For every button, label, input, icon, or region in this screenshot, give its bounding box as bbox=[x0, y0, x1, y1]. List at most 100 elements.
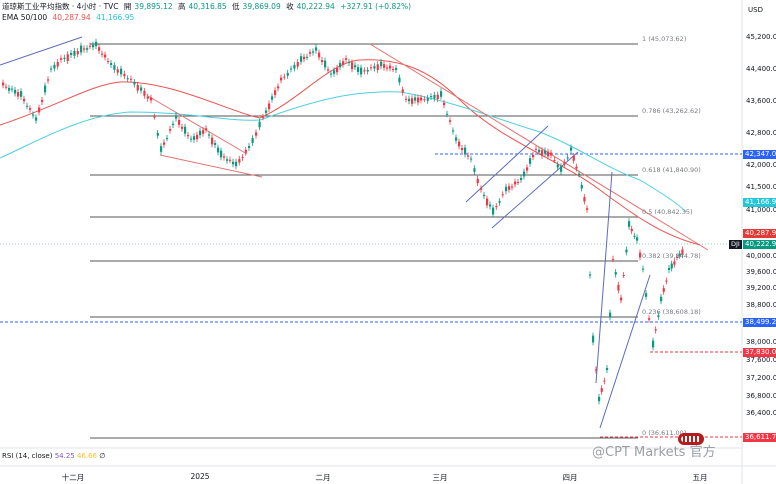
price-tick-label: 37,600.00 bbox=[746, 356, 776, 364]
candle-body bbox=[146, 96, 149, 99]
candle-body bbox=[486, 198, 489, 206]
candle-body bbox=[35, 117, 38, 121]
candle-body bbox=[238, 158, 241, 163]
candle-body bbox=[670, 263, 673, 269]
candle-body bbox=[190, 138, 193, 140]
candle-body bbox=[351, 62, 354, 70]
candle-body bbox=[489, 204, 492, 207]
price-tick-label: 41,000.00 bbox=[746, 206, 776, 214]
high-label: 高 bbox=[177, 2, 186, 11]
candle-body bbox=[529, 158, 532, 164]
candle-body bbox=[14, 89, 17, 94]
candle-body bbox=[348, 61, 351, 63]
candle-body bbox=[184, 126, 187, 134]
candle-body bbox=[517, 182, 520, 183]
candle-body bbox=[480, 188, 483, 190]
rsi-legend[interactable]: RSI (14, close) 54.25 46.66 ∅ bbox=[2, 452, 105, 460]
candle-body bbox=[160, 146, 163, 152]
candle-body bbox=[578, 173, 581, 175]
candle-body bbox=[633, 235, 636, 237]
candle-body bbox=[603, 380, 606, 382]
candle-body bbox=[175, 115, 178, 119]
ema-legend[interactable]: EMA 50/100 40,287.94 41,166.95 bbox=[2, 13, 137, 23]
candle-body bbox=[123, 73, 126, 77]
candle-body bbox=[133, 82, 136, 85]
candle-body bbox=[645, 293, 648, 297]
candle-body bbox=[265, 110, 268, 113]
candle-body bbox=[63, 57, 66, 59]
time-tick-label: 四月 bbox=[562, 473, 578, 482]
time-tick-label: 五月 bbox=[692, 473, 708, 482]
rsi-hidden-icon[interactable]: ∅ bbox=[99, 452, 106, 460]
candle-body bbox=[464, 147, 467, 155]
candle-body bbox=[271, 96, 274, 100]
candle-body bbox=[38, 107, 41, 113]
candle-body bbox=[583, 197, 586, 202]
candle-body bbox=[330, 73, 333, 75]
candle-body bbox=[56, 62, 59, 67]
candle-body bbox=[580, 184, 583, 189]
price-tick-label: 43,600.00 bbox=[746, 97, 776, 105]
candle-body bbox=[508, 186, 511, 190]
candle-body bbox=[136, 84, 139, 91]
candle-body bbox=[595, 369, 598, 371]
candle-body bbox=[452, 130, 455, 132]
candle-body bbox=[420, 97, 423, 101]
candle-body bbox=[612, 258, 615, 260]
candle-body bbox=[2, 82, 5, 86]
candle-body bbox=[296, 62, 299, 67]
ema100-line bbox=[0, 91, 687, 213]
price-badge: 40,222.94 bbox=[743, 240, 776, 249]
candle-body bbox=[248, 146, 251, 148]
candle-body bbox=[244, 149, 247, 153]
candle-body bbox=[32, 114, 35, 116]
candle-body bbox=[630, 228, 633, 232]
candle-body bbox=[405, 98, 408, 100]
candle-body bbox=[107, 61, 110, 62]
candle-body bbox=[657, 315, 660, 317]
candle-body bbox=[290, 68, 293, 70]
fib-level-label: 1 (45,073.62) bbox=[642, 35, 687, 43]
symbol-title[interactable]: 道琼斯工业平均指数 · 4小时 · TVC bbox=[2, 2, 119, 11]
time-tick-label: 二月 bbox=[315, 473, 331, 482]
price-badge: 37,830.00 bbox=[743, 348, 776, 357]
candle-body bbox=[600, 388, 603, 392]
candle-body bbox=[443, 102, 446, 106]
candle-body bbox=[665, 280, 668, 282]
price-tick-label: 44,400.00 bbox=[746, 65, 776, 73]
price-tick-label: 39,200.00 bbox=[746, 284, 776, 292]
candle-body bbox=[380, 61, 383, 67]
candle-body bbox=[622, 275, 625, 276]
candle-body bbox=[476, 178, 479, 184]
candle-body bbox=[150, 97, 153, 101]
candle-body bbox=[336, 67, 339, 73]
candle-body bbox=[41, 100, 44, 102]
candle-body bbox=[143, 90, 146, 96]
candle-body bbox=[575, 166, 578, 169]
candle-body bbox=[642, 268, 645, 270]
candle-body bbox=[110, 63, 113, 65]
price-tick-label: 38,800.00 bbox=[746, 301, 776, 309]
candle-body bbox=[411, 98, 414, 104]
candle-body bbox=[98, 47, 101, 51]
candle-body bbox=[660, 296, 663, 302]
candle-body bbox=[483, 194, 486, 197]
candle-body bbox=[220, 150, 223, 158]
candle-body bbox=[566, 157, 569, 159]
candle-body bbox=[283, 76, 286, 78]
candle-body bbox=[11, 88, 14, 90]
candle-body bbox=[449, 120, 452, 122]
us-flag-icon bbox=[678, 433, 704, 445]
price-tick-label: 41,500.00 bbox=[746, 183, 776, 191]
candle-body bbox=[172, 123, 175, 125]
candle-body bbox=[5, 86, 8, 88]
candle-body bbox=[255, 132, 258, 136]
close-label: 收 bbox=[286, 2, 294, 11]
ema100-value: 41,166.95 bbox=[96, 13, 135, 22]
candle-body bbox=[50, 68, 53, 70]
fib-level-label: 0.786 (43,262.62) bbox=[642, 107, 701, 115]
price-badge: 42,347.00 bbox=[743, 150, 776, 159]
candle-body bbox=[205, 128, 208, 130]
candle-body bbox=[217, 147, 220, 153]
